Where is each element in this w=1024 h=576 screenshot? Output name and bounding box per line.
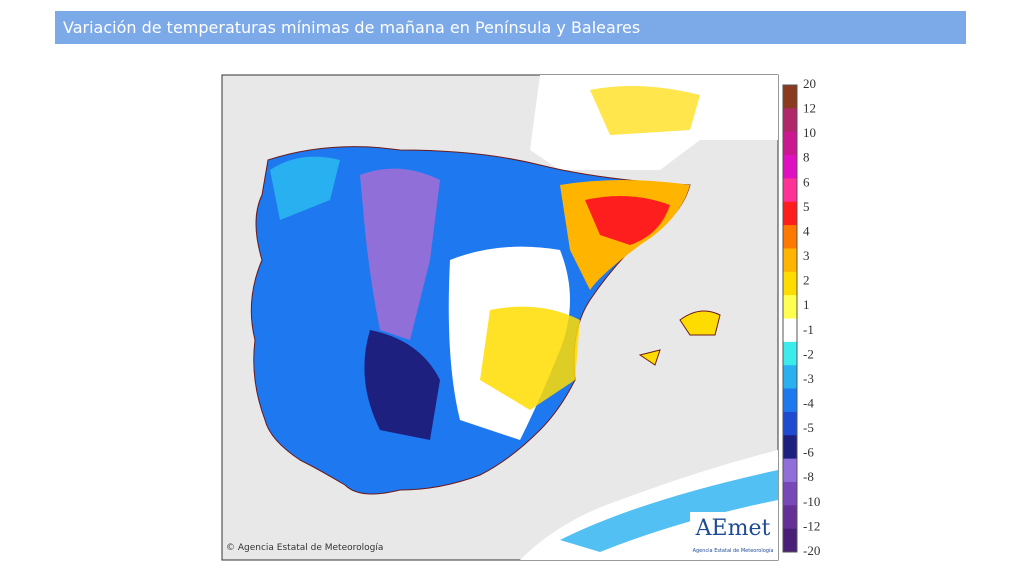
legend-label: -2 bbox=[803, 346, 814, 361]
legend-label: -12 bbox=[803, 518, 820, 533]
legend-label: 8 bbox=[803, 150, 810, 165]
legend-swatch bbox=[783, 341, 797, 366]
logo-subtitle: Agencia Estatal de Meteorología bbox=[693, 547, 774, 554]
legend-swatch bbox=[783, 271, 797, 296]
legend-swatch bbox=[783, 411, 797, 436]
map-credit: © Agencia Estatal de Meteorología bbox=[226, 543, 383, 553]
legend-swatch bbox=[783, 85, 797, 109]
legend-label: 4 bbox=[803, 223, 810, 238]
legend-swatch bbox=[783, 365, 797, 390]
legend-label: -20 bbox=[803, 543, 820, 558]
legend-label: 3 bbox=[803, 248, 810, 263]
legend-swatch bbox=[783, 481, 797, 506]
legend-label: 2 bbox=[803, 273, 810, 288]
legend-label: -10 bbox=[803, 494, 820, 509]
warm-east bbox=[480, 306, 580, 410]
logo: AEmet bbox=[695, 516, 771, 541]
legend-label: 1 bbox=[803, 297, 810, 312]
legend-swatch bbox=[783, 155, 797, 179]
legend-swatch bbox=[783, 131, 797, 156]
legend-label: -6 bbox=[803, 445, 814, 460]
legend-swatch bbox=[783, 108, 797, 133]
africa-cold bbox=[560, 470, 778, 552]
legend-label: -4 bbox=[803, 396, 814, 411]
france-warm bbox=[590, 86, 700, 135]
baleares bbox=[638, 310, 721, 366]
legend-label: -3 bbox=[803, 371, 814, 386]
legend-swatch bbox=[783, 458, 797, 483]
legend-label: 6 bbox=[803, 174, 810, 189]
legend-border bbox=[782, 84, 798, 553]
legend-label: 10 bbox=[803, 125, 816, 140]
legend-label: -8 bbox=[803, 469, 814, 484]
header-title: Variación de temperaturas mínimas de mañ… bbox=[55, 11, 966, 44]
legend-swatch bbox=[783, 178, 797, 203]
legend-label: 5 bbox=[803, 199, 810, 214]
legend-label: -1 bbox=[803, 322, 814, 337]
legend-swatch bbox=[783, 318, 797, 343]
dark-area bbox=[364, 330, 440, 440]
legend-swatch bbox=[783, 201, 797, 226]
legend-swatch bbox=[783, 505, 797, 530]
purple-area bbox=[360, 168, 440, 340]
legend-swatch bbox=[783, 225, 797, 249]
legend-swatch bbox=[783, 528, 797, 553]
legend: 20 12 10 8 6 5 4 3 2 1 -1 -2 -3 -4 -5 -6 -8 -10 -12 -20 bbox=[782, 76, 820, 558]
legend-swatch bbox=[783, 295, 797, 319]
legend-label: -5 bbox=[803, 420, 814, 435]
legend-swatch bbox=[783, 435, 797, 460]
legend-swatch bbox=[783, 388, 797, 413]
legend-swatch bbox=[783, 248, 797, 273]
legend-label: 20 bbox=[803, 76, 816, 91]
hot-area bbox=[585, 196, 670, 245]
legend-label: 12 bbox=[803, 101, 816, 116]
northwest bbox=[270, 156, 340, 220]
logo-box bbox=[690, 512, 776, 558]
